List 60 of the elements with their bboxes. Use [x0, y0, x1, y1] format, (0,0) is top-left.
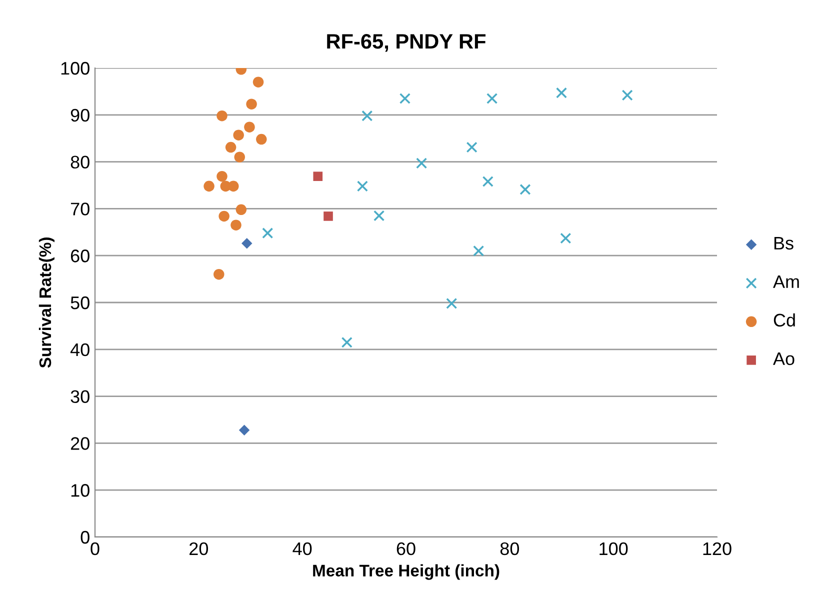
- y-tick-label: 10: [71, 484, 90, 497]
- x-tick-label: 80: [500, 542, 520, 556]
- legend-label: Bs: [774, 237, 794, 250]
- point: [482, 176, 494, 188]
- point: [244, 122, 255, 132]
- point: [252, 76, 264, 88]
- point: [446, 298, 458, 309]
- point: [225, 142, 236, 153]
- point: [622, 90, 633, 101]
- point: [246, 98, 257, 110]
- point: [234, 152, 245, 162]
- point: [256, 134, 267, 145]
- point: [313, 172, 323, 181]
- point: [373, 210, 385, 222]
- x-tick-label: 40: [292, 542, 312, 556]
- y-tick-label: 80: [70, 156, 90, 169]
- point: [556, 87, 568, 98]
- x-tick-label: 120: [703, 542, 732, 556]
- point: [238, 424, 250, 436]
- y-tick-label: 20: [70, 437, 90, 450]
- y-tick-label: 70: [70, 202, 90, 216]
- point: [486, 92, 498, 104]
- x-tick-label: 60: [396, 542, 416, 556]
- point: [262, 228, 274, 239]
- x-axis-title: Mean Tree Height (inch): [313, 564, 500, 580]
- legend-label: Cd: [774, 313, 795, 327]
- point: [560, 232, 572, 244]
- point: [241, 238, 252, 249]
- x-tick-label: 20: [190, 542, 208, 556]
- point: [399, 92, 411, 104]
- point: [233, 130, 244, 140]
- legend-label: Am: [773, 276, 799, 288]
- y-tick-label: 30: [70, 390, 90, 404]
- point: [230, 220, 242, 230]
- y-tick-label: 0: [80, 530, 90, 544]
- y-tick-label: 50: [70, 296, 90, 310]
- chart-title: RF-65, PNDY RF: [327, 34, 486, 52]
- point: [216, 110, 228, 122]
- y-tick-label: 60: [70, 250, 90, 262]
- point: [416, 158, 428, 169]
- point: [214, 268, 224, 280]
- x-tick-label: 100: [600, 542, 628, 556]
- y-tick-label: 100: [61, 62, 90, 75]
- point: [356, 180, 368, 192]
- point: [236, 204, 247, 216]
- point: [466, 142, 478, 153]
- point: [204, 180, 214, 192]
- y-tick-label: 90: [70, 108, 90, 122]
- x-tick-label: 0: [90, 542, 100, 556]
- point: [216, 170, 228, 182]
- y-axis-title: Survival Rate(%): [38, 238, 54, 368]
- point: [520, 184, 531, 196]
- point: [228, 180, 239, 192]
- y-tick-label: 40: [70, 343, 90, 356]
- point: [218, 210, 230, 222]
- point: [473, 245, 484, 256]
- legend-label: Ao: [773, 352, 794, 366]
- point: [362, 110, 373, 122]
- point: [341, 336, 352, 348]
- point: [324, 212, 333, 221]
